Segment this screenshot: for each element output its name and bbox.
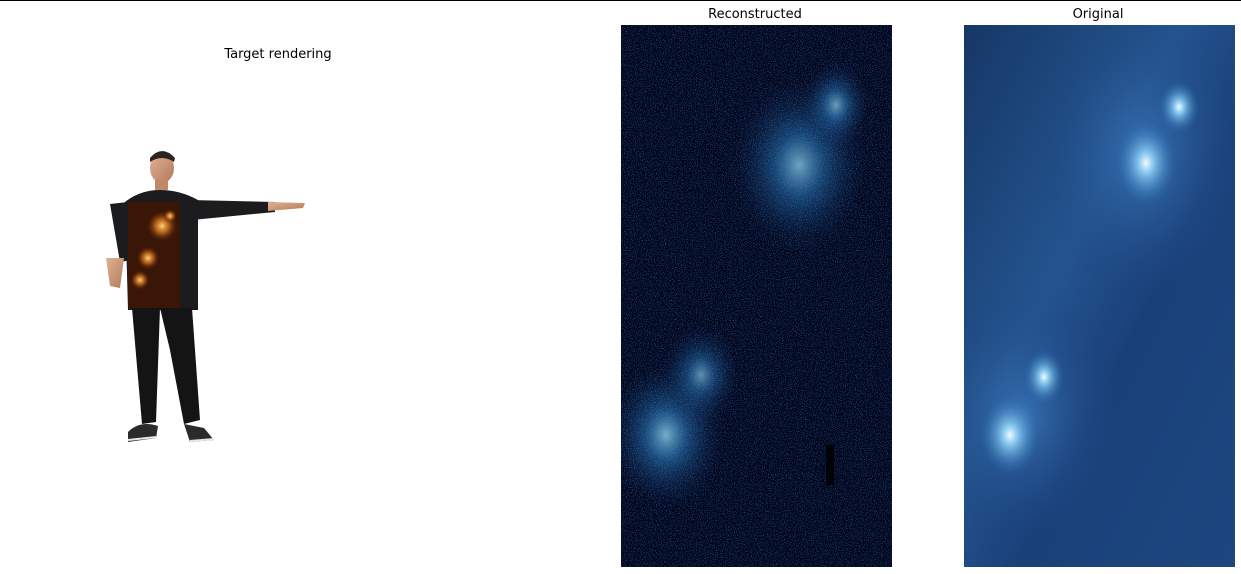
original-title: Original <box>1072 7 1124 22</box>
top-border-line <box>0 0 1241 1</box>
head <box>150 153 174 183</box>
person-figure <box>106 151 305 442</box>
target-rendering-title: Target rendering <box>224 47 332 62</box>
original-image <box>964 25 1235 567</box>
target-rendering-image <box>80 140 320 460</box>
reconstructed-title: Reconstructed <box>708 7 802 22</box>
reconstructed-image <box>621 25 892 567</box>
